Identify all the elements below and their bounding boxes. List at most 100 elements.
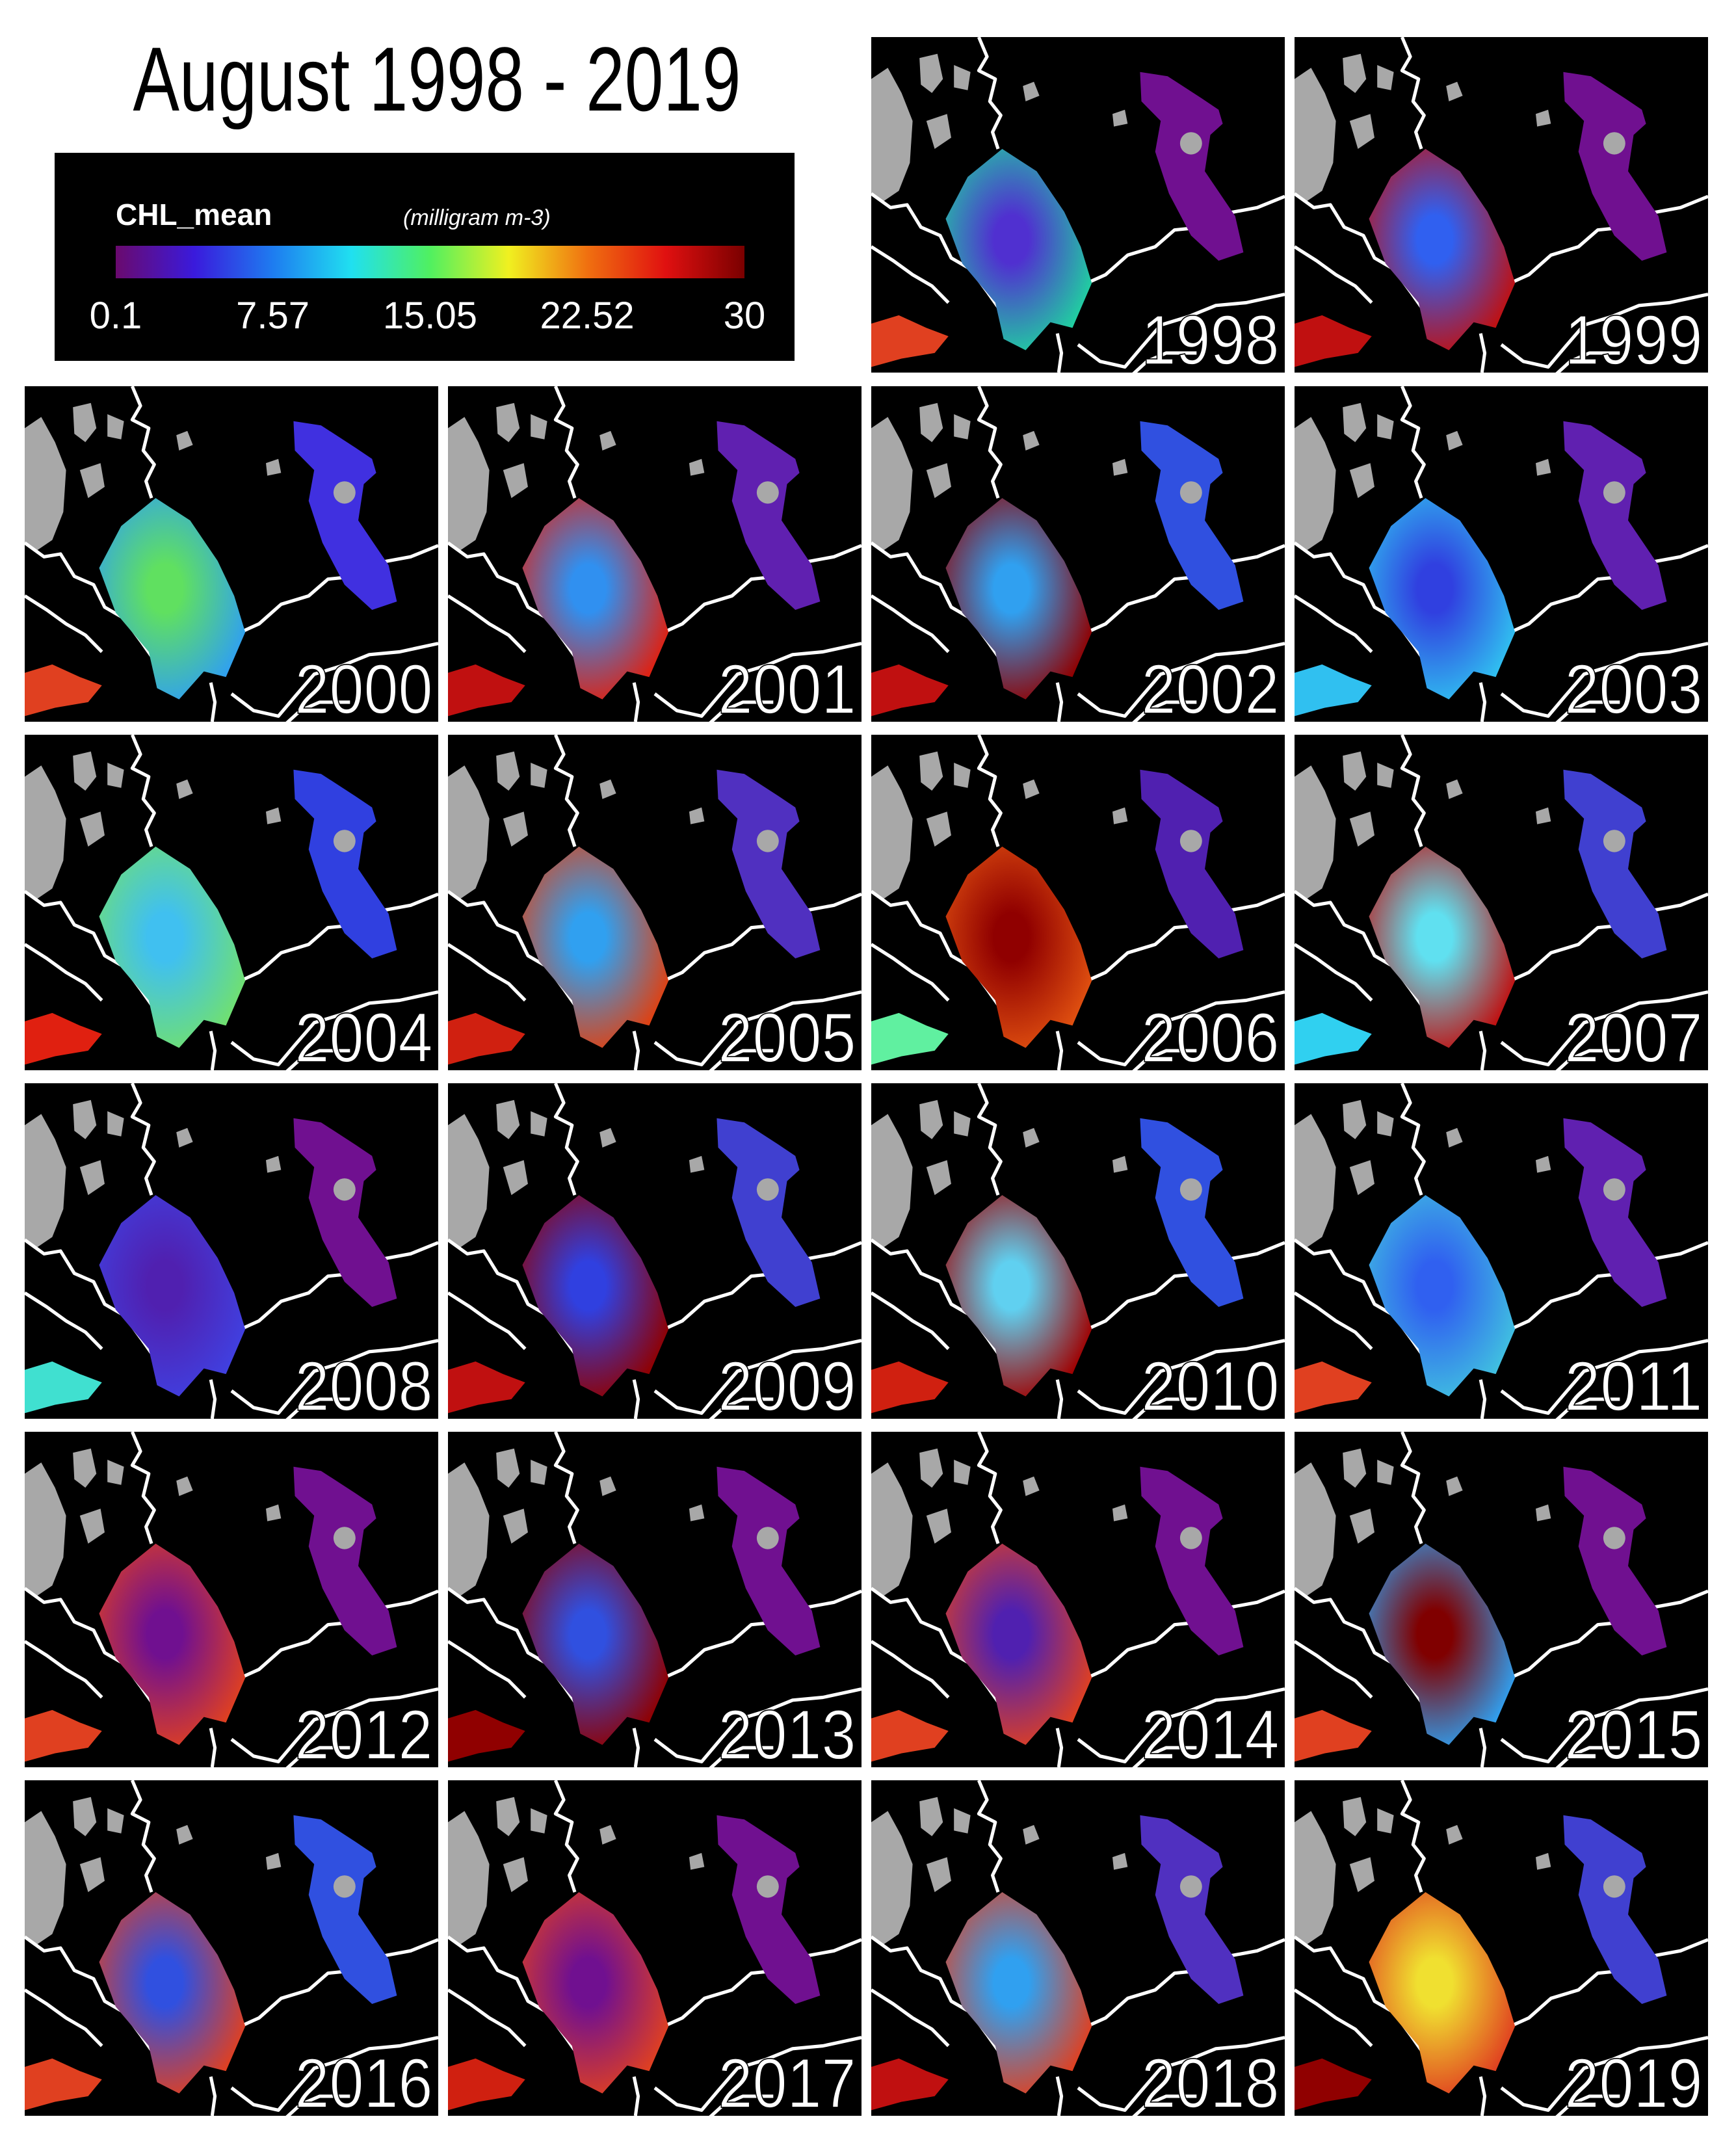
map-panel: 1998 — [871, 37, 1285, 380]
east-lake-island — [1179, 132, 1202, 155]
year-label: 1998 — [1142, 300, 1280, 379]
lake-chlorophyll — [1369, 847, 1516, 1048]
east-lake-chlorophyll — [717, 421, 821, 610]
map-panel: 2015 — [1295, 1432, 1708, 1774]
map-panel: 2009 — [448, 1083, 861, 1426]
east-lake-chlorophyll — [1140, 1815, 1244, 2004]
east-lake-island — [333, 1178, 356, 1201]
map-panel: 2013 — [448, 1432, 861, 1774]
lake-chlorophyll — [945, 1892, 1092, 2094]
east-lake-island — [756, 1875, 779, 1898]
map-panel: 2002 — [871, 386, 1285, 729]
map-panel: 2008 — [25, 1083, 438, 1426]
east-lake-chlorophyll — [1563, 1466, 1667, 1655]
lake-chlorophyll — [1369, 498, 1516, 700]
lake-chlorophyll — [522, 1195, 669, 1397]
east-lake-island — [1603, 132, 1625, 155]
colorbar-unit: (milligram m-3) — [403, 205, 551, 230]
lake-chlorophyll — [1369, 149, 1516, 350]
east-lake-chlorophyll — [1563, 1118, 1667, 1307]
year-label: 2012 — [295, 1695, 433, 1774]
year-label: 2015 — [1565, 1695, 1703, 1774]
coast-chlorophyll — [25, 1012, 102, 1065]
lake-chlorophyll — [99, 1892, 246, 2094]
colorbar — [116, 246, 744, 278]
coast-chlorophyll — [25, 1709, 102, 1762]
map-panel: 2011 — [1295, 1083, 1708, 1426]
year-label: 2017 — [718, 2044, 856, 2122]
colorbar-tick-label: 0.1 — [90, 295, 142, 337]
east-lake-island — [333, 1875, 356, 1898]
east-lake-chlorophyll — [1140, 72, 1244, 261]
east-lake-island — [1179, 1178, 1202, 1201]
east-lake-island — [1603, 1178, 1625, 1201]
coast-chlorophyll — [448, 1361, 525, 1414]
year-label: 2003 — [1565, 650, 1703, 728]
east-lake-island — [333, 830, 356, 852]
east-lake-island — [1603, 1875, 1625, 1898]
map-panel: 2001 — [448, 386, 861, 729]
map-panel: 2017 — [448, 1780, 861, 2123]
lake-chlorophyll — [945, 498, 1092, 700]
east-lake-chlorophyll — [717, 1466, 821, 1655]
lake-chlorophyll — [99, 498, 246, 700]
coast-chlorophyll — [871, 315, 949, 367]
east-lake-island — [1179, 1527, 1202, 1549]
coast-chlorophyll — [871, 1012, 949, 1065]
coast-chlorophyll — [871, 1709, 949, 1762]
year-label: 2016 — [295, 2044, 433, 2122]
map-panel: 2016 — [25, 1780, 438, 2123]
east-lake-island — [756, 481, 779, 504]
coast-chlorophyll — [871, 2058, 949, 2111]
east-lake-chlorophyll — [1563, 1815, 1667, 2004]
east-lake-island — [1179, 1875, 1202, 1898]
year-label: 2013 — [718, 1695, 856, 1774]
year-label: 2019 — [1565, 2044, 1703, 2122]
coast-chlorophyll — [1295, 315, 1372, 367]
east-lake-chlorophyll — [1563, 421, 1667, 610]
east-lake-chlorophyll — [1140, 1118, 1244, 1307]
year-label: 2001 — [718, 650, 856, 728]
lake-chlorophyll — [945, 847, 1092, 1048]
east-lake-chlorophyll — [1140, 1466, 1244, 1655]
east-lake-island — [1603, 481, 1625, 504]
colorbar-tick-label: 7.57 — [236, 295, 309, 337]
lake-chlorophyll — [1369, 1892, 1516, 2094]
map-panel: 2010 — [871, 1083, 1285, 1426]
map-panel: 2000 — [25, 386, 438, 729]
map-panel: 2004 — [25, 735, 438, 1077]
coast-chlorophyll — [871, 1361, 949, 1414]
east-lake-chlorophyll — [717, 1118, 821, 1307]
lake-chlorophyll — [522, 498, 669, 700]
coast-chlorophyll — [25, 2058, 102, 2111]
coast-chlorophyll — [448, 2058, 525, 2111]
east-lake-chlorophyll — [1140, 769, 1244, 958]
year-label: 2007 — [1565, 998, 1703, 1077]
year-label: 2014 — [1142, 1695, 1280, 1774]
east-lake-chlorophyll — [717, 1815, 821, 2004]
east-lake-island — [1603, 830, 1625, 852]
colorbar-label: CHL_mean — [116, 198, 272, 231]
map-panel: 1999 — [1295, 37, 1708, 380]
lake-chlorophyll — [945, 1195, 1092, 1397]
map-panel: 2005 — [448, 735, 861, 1077]
coast-chlorophyll — [448, 1012, 525, 1065]
east-lake-chlorophyll — [1563, 72, 1667, 261]
year-label: 2010 — [1142, 1347, 1280, 1425]
title: August 1998 - 2019 — [133, 28, 741, 130]
lake-chlorophyll — [99, 847, 246, 1048]
east-lake-chlorophyll — [1140, 421, 1244, 610]
year-label: 2018 — [1142, 2044, 1280, 2122]
year-label: 2009 — [718, 1347, 856, 1425]
lake-chlorophyll — [522, 1892, 669, 2094]
east-lake-chlorophyll — [293, 1815, 397, 2004]
east-lake-island — [756, 1527, 779, 1549]
coast-chlorophyll — [25, 664, 102, 717]
map-panel: 2006 — [871, 735, 1285, 1077]
east-lake-island — [1603, 1527, 1625, 1549]
coast-chlorophyll — [1295, 2058, 1372, 2111]
coast-chlorophyll — [448, 664, 525, 717]
year-label: 2002 — [1142, 650, 1280, 728]
east-lake-chlorophyll — [1563, 769, 1667, 958]
